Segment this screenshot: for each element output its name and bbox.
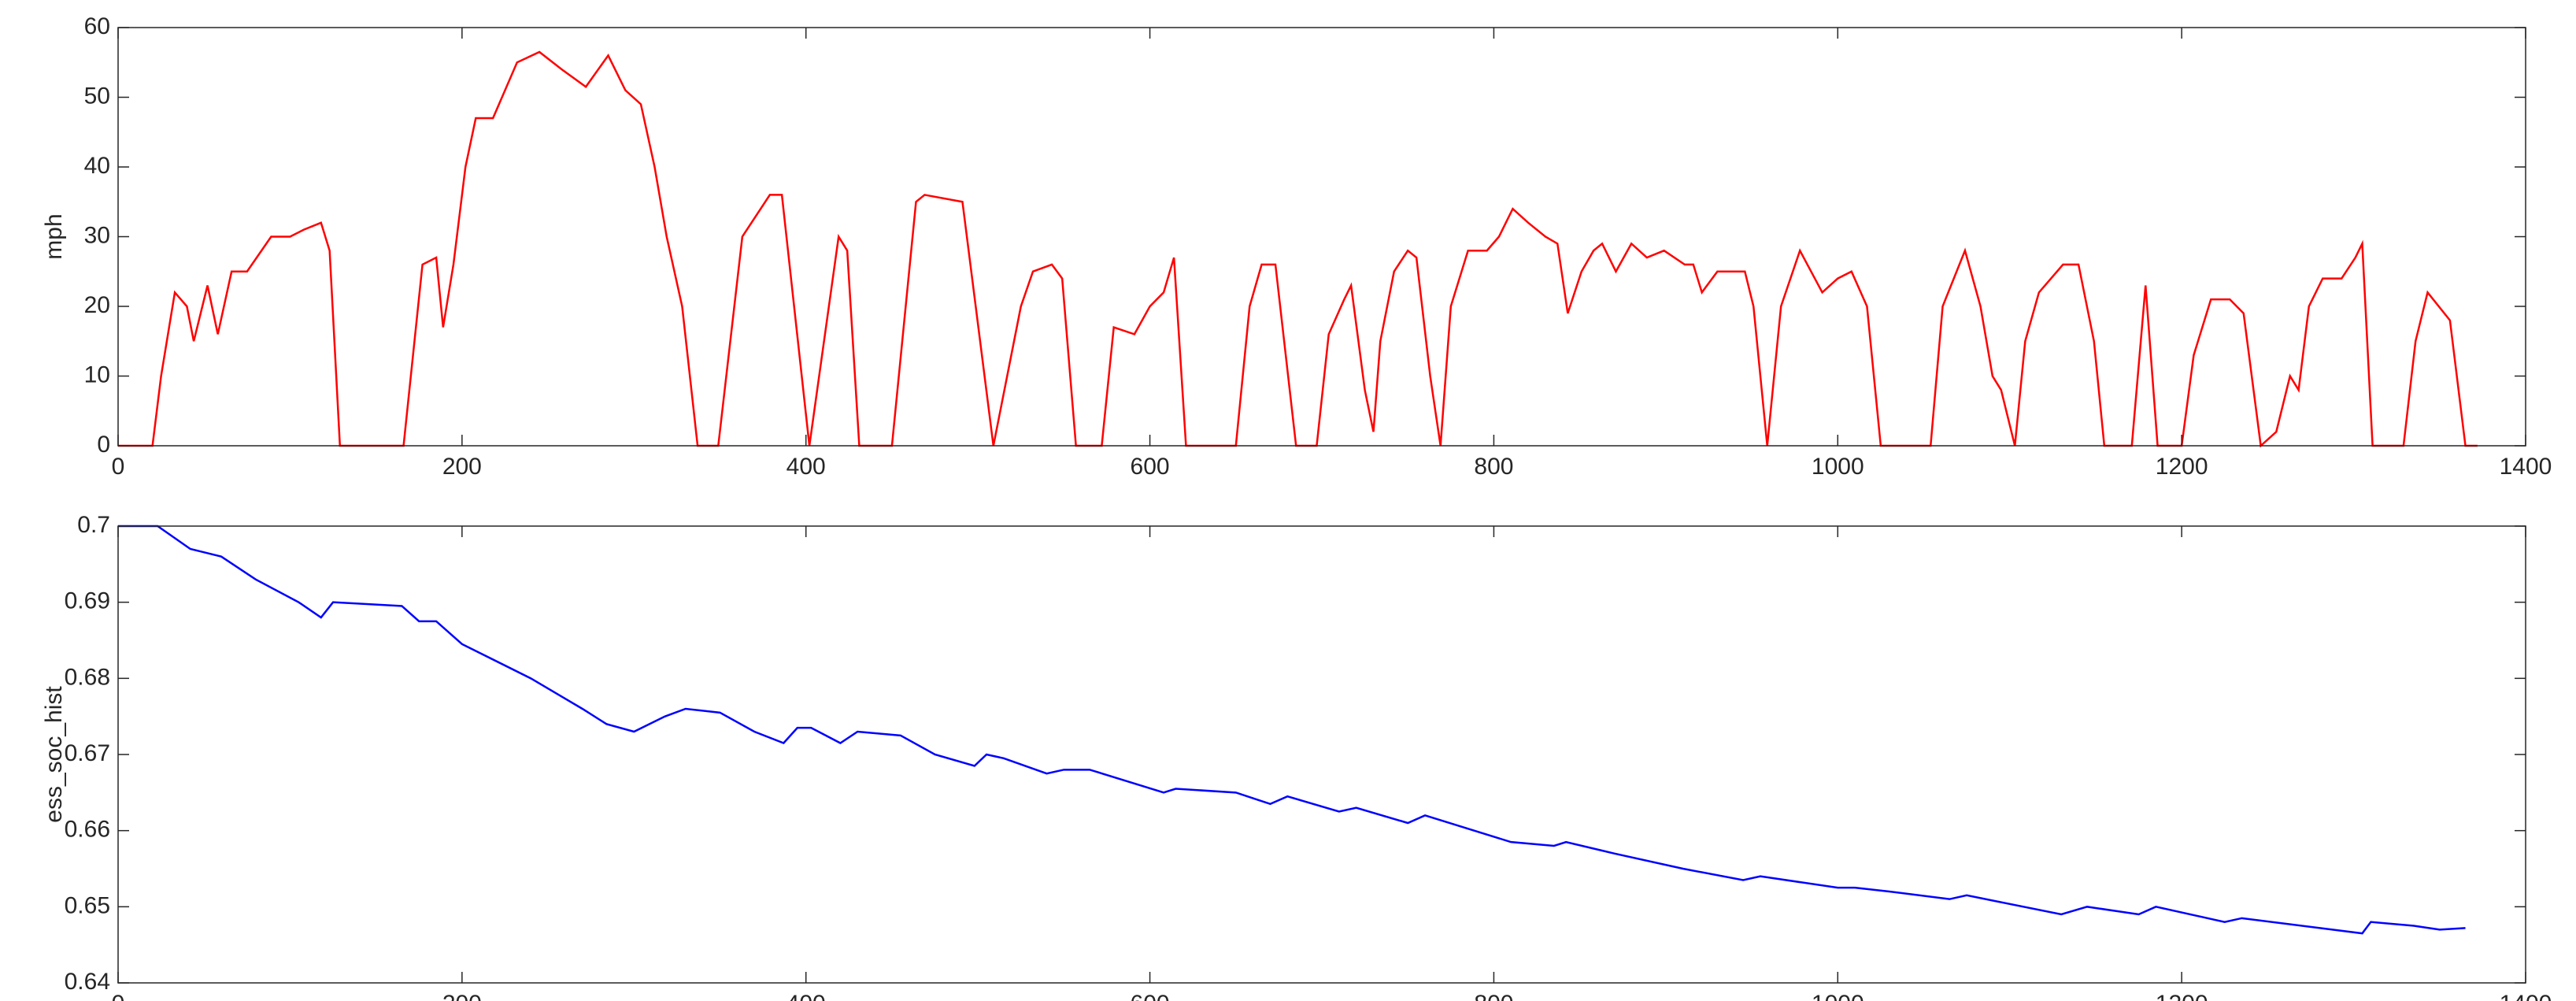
y-tick-label: 60 — [84, 13, 110, 39]
y-tick-label: 0.65 — [65, 892, 110, 918]
x-tick-label: 1000 — [1812, 991, 1864, 1001]
x-tick-label: 1200 — [2156, 454, 2208, 480]
data-line — [118, 50, 2478, 448]
x-tick-label: 200 — [442, 454, 482, 480]
x-tick-label: 1000 — [1812, 454, 1864, 480]
x-tick-label: 0 — [112, 991, 125, 1001]
x-tick-label: 1400 — [2500, 454, 2552, 480]
y-tick-label: 0.7 — [77, 512, 110, 538]
x-tick-label: 800 — [1474, 991, 1513, 1001]
axes-box — [117, 525, 2526, 984]
data-line — [118, 525, 2466, 935]
y-tick-label: 0.69 — [65, 588, 110, 614]
y-tick-label: 0.67 — [65, 740, 110, 766]
x-tick-label: 1400 — [2500, 991, 2552, 1001]
y-axis-label: ess_soc_hist — [41, 686, 67, 823]
y-tick-label: 40 — [84, 153, 110, 179]
x-tick-label: 0 — [112, 454, 125, 480]
y-axis-label: mph — [41, 213, 67, 259]
x-tick-label: 600 — [1131, 991, 1170, 1001]
x-tick-label: 400 — [786, 991, 826, 1001]
y-tick-label: 30 — [84, 222, 110, 248]
x-tick-label: 400 — [786, 454, 826, 480]
x-tick-label: 600 — [1131, 454, 1170, 480]
y-tick-label: 0 — [97, 432, 110, 458]
y-tick-label: 0.66 — [65, 817, 110, 843]
axes-box — [117, 27, 2526, 447]
y-tick-label: 0.64 — [65, 969, 110, 995]
y-tick-label: 0.68 — [65, 664, 110, 690]
y-tick-label: 50 — [84, 83, 110, 109]
y-tick-label: 20 — [84, 292, 110, 318]
x-tick-label: 200 — [442, 991, 482, 1001]
x-tick-label: 800 — [1474, 454, 1513, 480]
x-tick-label: 1200 — [2156, 991, 2208, 1001]
y-tick-label: 10 — [84, 361, 110, 387]
